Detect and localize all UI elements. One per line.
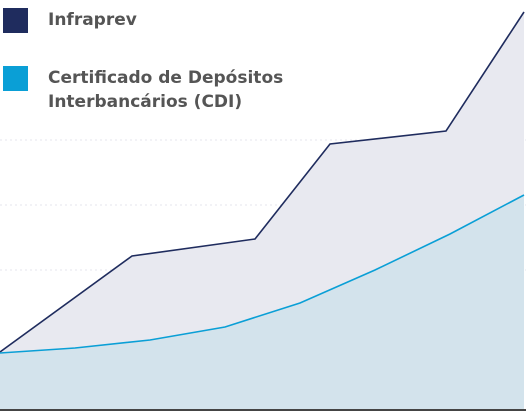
legend-label: Infraprev xyxy=(48,10,137,30)
legend-swatch xyxy=(3,8,28,33)
legend-label: Certificado de Depósitos Interbancários … xyxy=(48,68,284,112)
line xyxy=(0,11,525,353)
area xyxy=(0,195,524,410)
legend-swatch xyxy=(3,66,28,91)
legend-item: Infraprev xyxy=(3,8,308,33)
legend-item: Certificado de Depósitos Interbancários … xyxy=(3,66,308,114)
line xyxy=(0,194,525,354)
